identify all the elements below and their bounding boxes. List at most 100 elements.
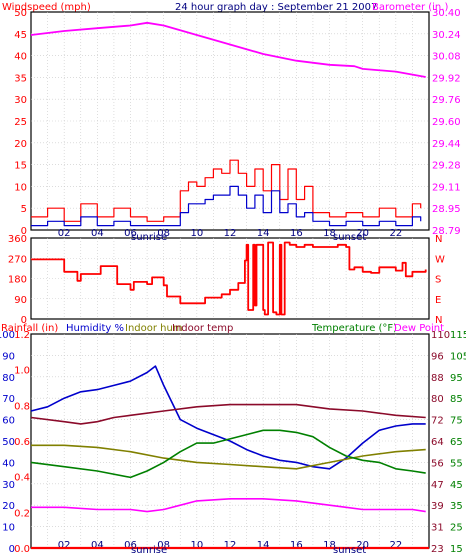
rain-tick-label: 0.0: [14, 544, 30, 555]
humidity-tick-label: 60: [2, 416, 15, 427]
barometer-tick-label: 29.60: [432, 117, 461, 128]
dew-temp-tick-label: 31: [431, 523, 444, 534]
x-tick-label-wind: 12: [224, 228, 237, 239]
barometer-axis-label: Barometer (in.): [372, 2, 448, 13]
humidity-tick-label: 40: [2, 458, 15, 469]
temperature-tick-label: 85: [450, 394, 463, 405]
x-tick-label-humidity: 06: [124, 540, 137, 551]
dew-temp-tick-label: 47: [431, 480, 444, 491]
humidity-tick-label: 50: [2, 437, 15, 448]
temperature-tick-label: 115: [450, 330, 466, 341]
x-tick-label-humidity: 02: [58, 540, 71, 551]
series-windspeed-max: [31, 159, 422, 222]
compass-tick-label: W: [435, 254, 445, 265]
temperature-tick-label: 105: [450, 351, 466, 362]
windspeed-tick-label: 15: [14, 161, 27, 172]
sunrise-label-top: sunrise: [131, 232, 167, 243]
rain-tick-label: 0.4: [14, 473, 30, 484]
sunset-label-top: sunset: [333, 232, 366, 243]
humidity-tick-label: 30: [2, 480, 15, 491]
barometer-tick-label: 29.92: [432, 73, 461, 84]
temperature-tick-label: 45: [450, 480, 463, 491]
series-windspeed-avg: [31, 185, 422, 227]
rain-tick-label: 0.6: [14, 437, 30, 448]
barometer-tick-label: 29.76: [432, 95, 461, 106]
x-tick-label-humidity: 16: [290, 540, 303, 551]
series-wind-direction: [31, 241, 427, 316]
temperature-tick-label: 95: [450, 373, 463, 384]
temperature-tick-label: 75: [450, 416, 463, 427]
temperature-tick-label: 25: [450, 523, 463, 534]
dew-temp-tick-label: 56: [431, 458, 444, 469]
compass-tick-label: S: [435, 275, 441, 286]
barometer-tick-label: 28.95: [432, 204, 461, 215]
data-series: [30, 21, 429, 550]
series-humidity-: [30, 365, 426, 470]
humidity-tick-label: 100: [0, 330, 15, 341]
windspeed-tick-label: 10: [14, 182, 27, 193]
x-tick-label-humidity: 04: [91, 540, 104, 551]
direction-tick-label: 270: [8, 254, 27, 265]
windspeed-tick-label: 35: [14, 73, 27, 84]
humidity-axis-label: Humidity %: [66, 323, 124, 334]
rain-tick-label: 1.2: [14, 330, 30, 341]
x-tick-label-wind: 20: [356, 228, 369, 239]
series-dew-point: [31, 498, 426, 513]
humidity-tick-label: 90: [2, 351, 15, 362]
dew-temp-tick-label: 72: [431, 416, 444, 427]
x-tick-label-wind: 10: [190, 228, 203, 239]
direction-tick-label: 180: [8, 275, 27, 286]
rain-tick-label: 0.8: [14, 401, 30, 412]
x-tick-label-wind: 22: [389, 228, 402, 239]
barometer-tick-label: 28.79: [432, 226, 461, 237]
compass-tick-label: N: [435, 234, 442, 245]
barometer-tick-label: 30.24: [432, 30, 461, 41]
windspeed-tick-label: 40: [14, 52, 27, 63]
x-tick-label-wind: 02: [58, 228, 71, 239]
barometer-tick-label: 29.28: [432, 161, 461, 172]
series-barometer: [30, 21, 426, 78]
x-tick-label-humidity: 10: [190, 540, 203, 551]
indoor-temp-label: Indoor temp: [172, 323, 233, 334]
x-tick-label-humidity: 12: [224, 540, 237, 551]
indoor-hum-label: Indoor hum: [125, 323, 183, 334]
temperature-tick-label: 65: [450, 437, 463, 448]
x-tick-label-humidity: 14: [257, 540, 270, 551]
sunrise-label-bottom: sunrise: [131, 545, 167, 556]
x-tick-label-humidity: 20: [356, 540, 369, 551]
rain-tick-label: 1.0: [14, 366, 30, 377]
x-tick-label-wind: 18: [323, 228, 336, 239]
windspeed-tick-label: 0: [21, 226, 27, 237]
rainfall-axis-label: Rainfall (in): [1, 323, 58, 334]
grid-lines: [31, 12, 429, 548]
windspeed-axis-label: Windspeed (mph): [2, 2, 91, 13]
x-tick-label-wind: 16: [290, 228, 303, 239]
direction-tick-label: 360: [8, 234, 27, 245]
x-tick-label-wind: 14: [257, 228, 270, 239]
windspeed-tick-label: 30: [14, 95, 27, 106]
temperature-tick-label: 15: [450, 544, 463, 555]
axis-tick-labels: 02 04 06 08 10 12 14 16 18 20 22 02 04 06 08 10 12 14 16 18…: [0, 8, 466, 555]
compass-tick-label: E: [435, 295, 441, 306]
x-tick-label-wind: 06: [124, 228, 137, 239]
humidity-tick-label: 0: [9, 544, 15, 555]
windspeed-tick-label: 25: [14, 117, 27, 128]
x-tick-label-wind: 08: [157, 228, 170, 239]
barometer-tick-label: 30.40: [432, 8, 461, 19]
temperature-tick-label: 55: [450, 458, 463, 469]
direction-tick-label: 0: [21, 315, 27, 326]
x-tick-label-humidity: 18: [323, 540, 336, 551]
sunset-label-bottom: sunset: [333, 545, 366, 556]
compass-tick-label: N: [435, 315, 442, 326]
windspeed-tick-label: 5: [21, 204, 27, 215]
series-temperature-f-: [30, 429, 426, 479]
series-indoor-temp: [30, 403, 426, 425]
dew-temp-tick-label: 64: [431, 437, 444, 448]
dew-point-label: Dew Point: [394, 323, 444, 334]
x-tick-label-wind: 04: [91, 228, 104, 239]
barometer-tick-label: 29.11: [432, 182, 461, 193]
barometer-tick-label: 30.08: [432, 52, 461, 63]
humidity-tick-label: 70: [2, 394, 15, 405]
windspeed-tick-label: 20: [14, 139, 27, 150]
